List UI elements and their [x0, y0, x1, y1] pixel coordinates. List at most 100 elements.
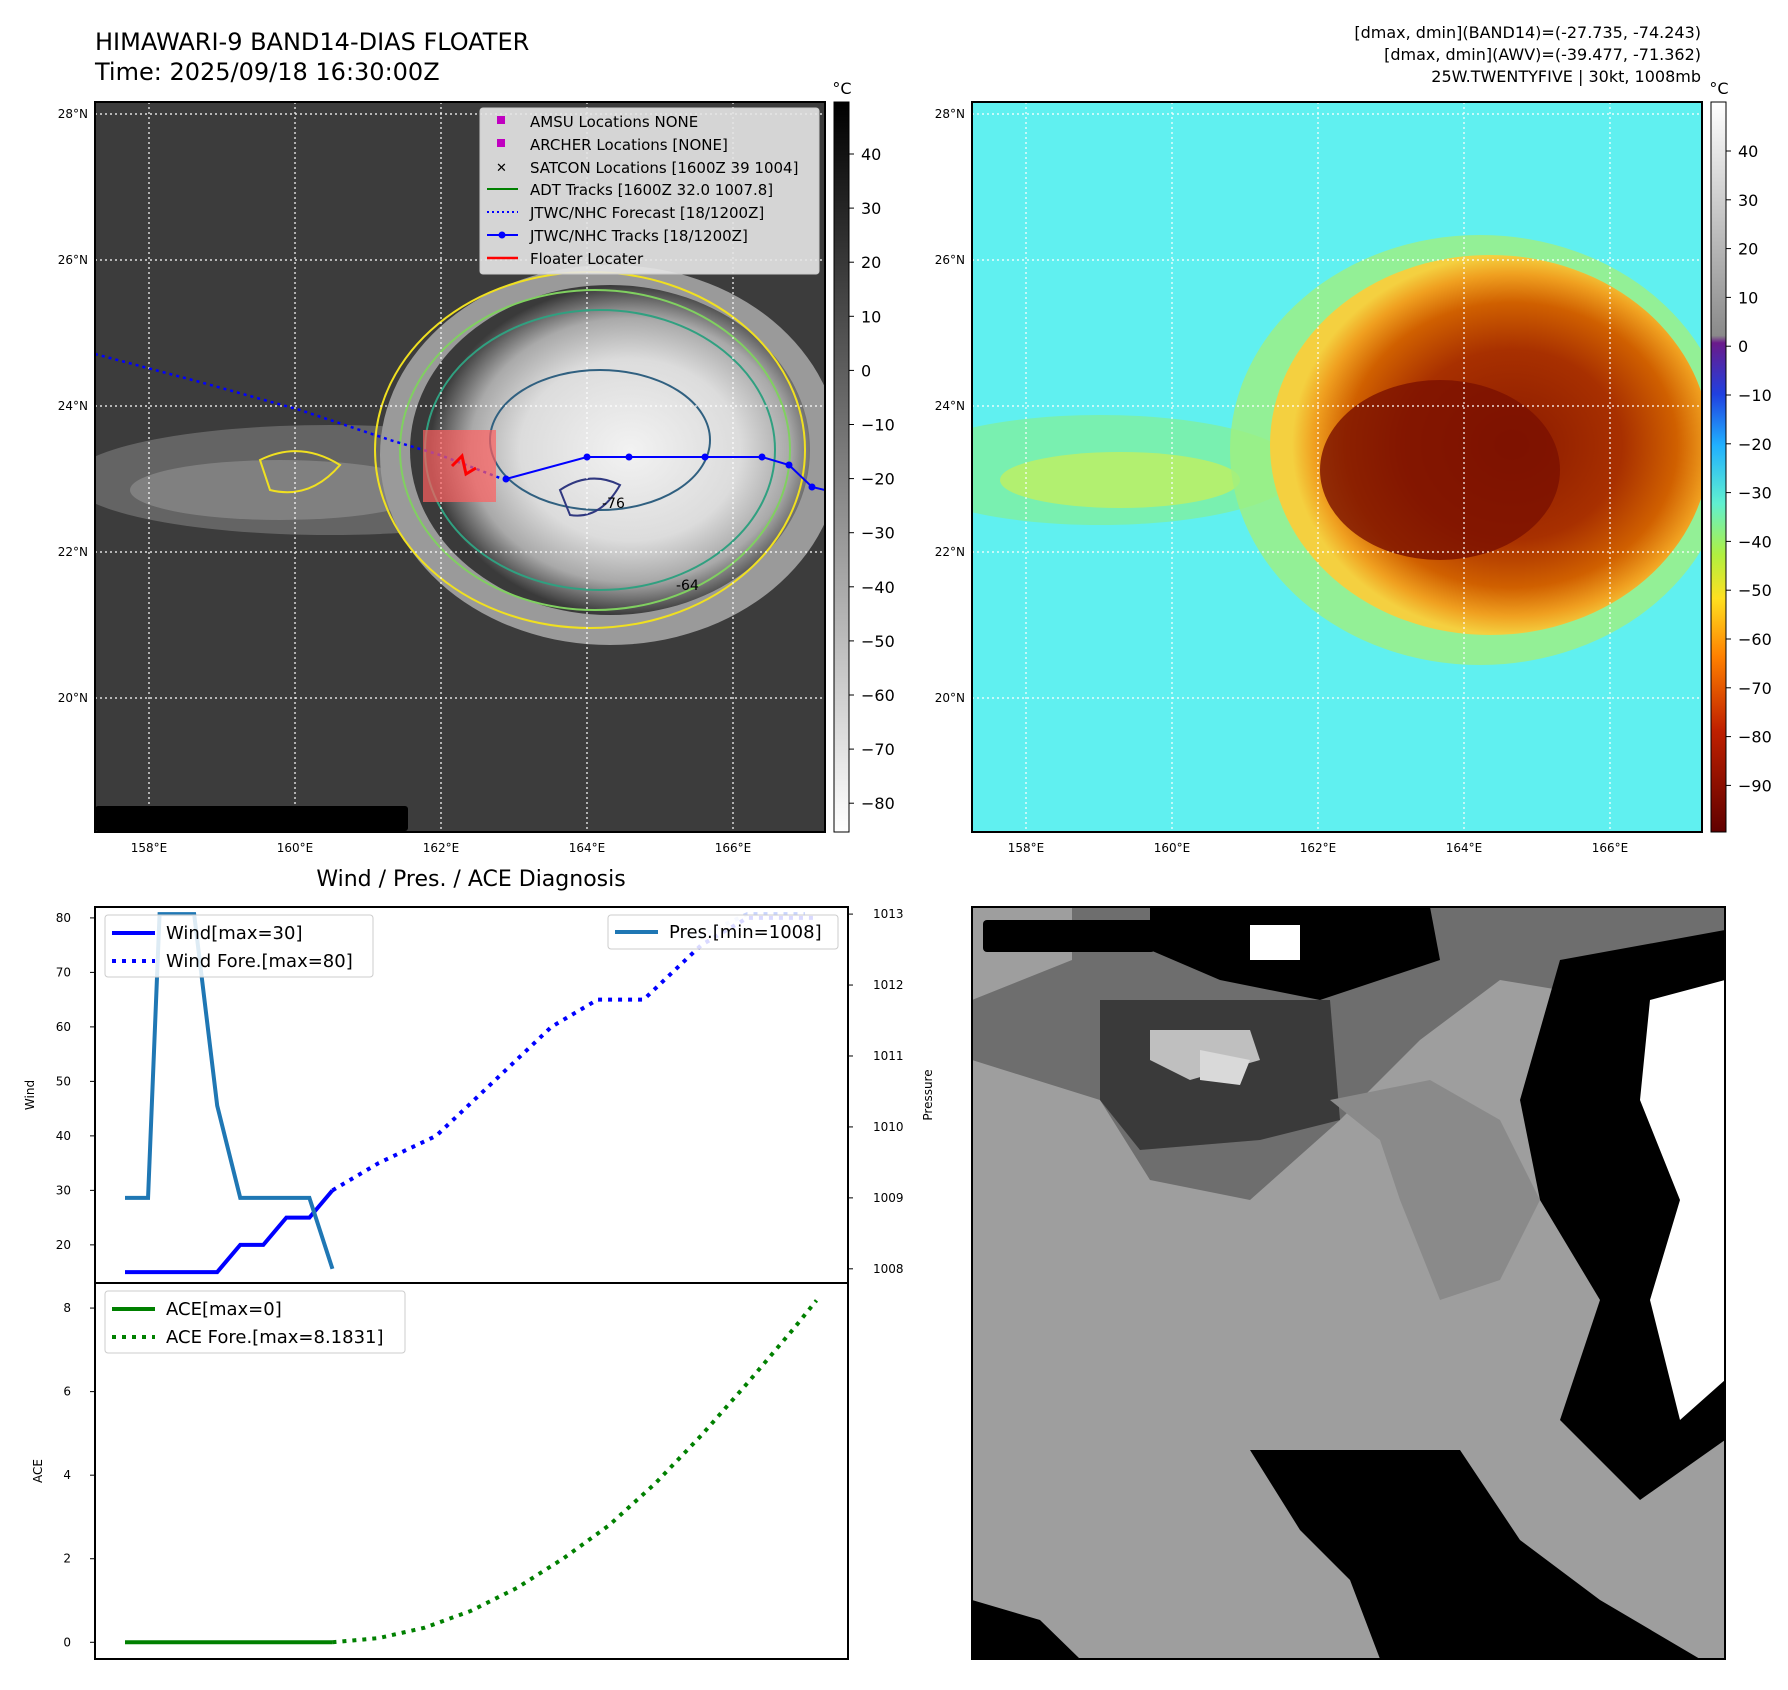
legend-floater-label: Floater Locater	[530, 250, 644, 268]
legend-wind-fore-label: Wind Fore.[max=80]	[166, 951, 353, 972]
lon-label: 158°E	[1008, 841, 1045, 855]
lat-label: 22°N	[935, 545, 965, 559]
colorbar-unit: °C	[832, 79, 851, 98]
lat-label: 20°N	[58, 691, 88, 705]
jtwc-best-track	[505, 456, 825, 491]
figure-time: Time: 2025/09/18 16:30:00Z	[94, 58, 440, 86]
colorbar-tick-label: −20	[1738, 435, 1772, 454]
lat-label: 26°N	[58, 253, 88, 267]
lon-label: 166°E	[715, 841, 752, 855]
ace-legend: ACE[max=0] ACE Fore.[max=8.1831]	[104, 1290, 406, 1354]
wind-tick-label: 30	[56, 1183, 71, 1197]
wmg-count-box	[983, 920, 1155, 952]
wind-tick-label: 60	[56, 1020, 71, 1034]
colorbar-tick-label: −70	[1738, 679, 1772, 698]
colorbar-tick-label: −70	[861, 740, 895, 759]
legend-pres-label: Pres.[min=1008]	[669, 922, 822, 943]
ace-tick-label: 6	[63, 1385, 71, 1399]
awv-colorbar: °C 40 30 20 10 0 −10 −20 −30 −40 −50 −60 −70 −80 −90	[1709, 79, 1772, 833]
lon-label: 164°E	[569, 841, 606, 855]
wind-tick-label: 20	[56, 1238, 71, 1252]
ace-chart: 0 2 4 6 8 ACE ACE[max=0] ACE Fore.[max=8.183…	[31, 1282, 849, 1660]
ace-tick-label: 2	[63, 1552, 71, 1566]
contour-west-yellow	[258, 450, 342, 494]
contour-label: -76	[602, 496, 625, 512]
ace-tick-label: 8	[63, 1301, 71, 1315]
colorbar-tick-label: −60	[1738, 630, 1772, 649]
lat-label: 20°N	[935, 691, 965, 705]
colorbar-tick-label: −30	[1738, 484, 1772, 503]
map-legend: AMSU Locations NONE ARCHER Locations [NO…	[479, 107, 820, 275]
legend-archer-label: ARCHER Locations [NONE]	[530, 136, 728, 154]
ir-map-panel: -76 -64 AMSU Locations NONE ARCHER Locat…	[58, 101, 826, 855]
awv-grid	[972, 102, 1702, 832]
pressure-tick-label: 1009	[873, 1191, 904, 1205]
legend-amsu-marker	[497, 116, 505, 124]
pressure-tick-label: 1011	[873, 1049, 904, 1063]
legend-adt-label: ADT Tracks [1600Z 32.0 1007.8]	[530, 181, 773, 199]
wind-tick-label: 40	[56, 1129, 71, 1143]
ir-cloud-band	[130, 460, 430, 520]
colorbar-tick-label: 0	[861, 361, 871, 380]
colorbar-tick-label: 40	[1738, 142, 1758, 161]
lat-label: 24°N	[935, 399, 965, 413]
colorbar-tick-label: −30	[861, 524, 895, 543]
lon-label: 158°E	[131, 841, 168, 855]
figure-title: HIMAWARI-9 BAND14-DIAS FLOATER	[95, 28, 529, 56]
info-band14-range: [dmax, dmin](BAND14)=(-27.735, -74.243)	[1354, 23, 1701, 42]
lon-label: 166°E	[1592, 841, 1629, 855]
lat-label: 28°N	[935, 107, 965, 121]
pressure-tick-label: 1013	[873, 907, 904, 921]
legend-satcon-marker: ✕	[496, 161, 507, 176]
ace-axis-label: ACE	[31, 1459, 45, 1483]
info-storm: 25W.TWENTYFIVE | 30kt, 1008mb	[1431, 67, 1701, 86]
pressure-tick-label: 1012	[873, 978, 904, 992]
colorbar-tick-label: −50	[861, 632, 895, 651]
copyright-text: Copyright © 2020-2025 Dapiya	[100, 810, 397, 830]
legend-ace-fore-label: ACE Fore.[max=8.1831]	[166, 1327, 384, 1348]
copyright-box	[95, 806, 408, 831]
ir-grid	[95, 102, 825, 832]
contour-navy	[558, 477, 622, 517]
awv-core	[1320, 380, 1560, 560]
legend-ace-label: ACE[max=0]	[166, 1299, 282, 1320]
colorbar-tick-label: −50	[1738, 581, 1772, 600]
contour-label: -64	[676, 578, 699, 594]
pressure-tick-label: 1008	[873, 1262, 904, 1276]
wind-tick-label: 80	[56, 911, 71, 925]
series-line-0	[125, 1189, 334, 1275]
wind-tick-label: 50	[56, 1074, 71, 1088]
diagnosis-title: Wind / Pres. / ACE Diagnosis	[316, 867, 625, 892]
lat-label: 28°N	[58, 107, 88, 121]
colorbar-tick-label: −60	[861, 686, 895, 705]
legend-tracks-label: JTWC/NHC Tracks [18/1200Z]	[529, 227, 748, 245]
lat-label: 22°N	[58, 545, 88, 559]
colorbar-tick-label: 20	[1738, 240, 1758, 259]
ace-tick-label: 4	[63, 1468, 71, 1482]
wind-legend: Wind[max=30] Wind Fore.[max=80]	[104, 914, 374, 978]
contour-light-green	[399, 289, 791, 611]
lon-label: 162°E	[1300, 841, 1337, 855]
wmg-panel: WMG Count: 0	[971, 906, 1726, 1660]
awv-moist-band	[1000, 452, 1240, 508]
storm-symbol	[450, 453, 477, 477]
info-awv-range: [dmax, dmin](AWV)=(-39.477, -71.362)	[1384, 45, 1701, 64]
colorbar-tick-label: −10	[861, 416, 895, 435]
colorbar-tick-label: 0	[1738, 337, 1748, 356]
colorbar-tick-label: −80	[861, 794, 895, 813]
ace-tick-label: 0	[63, 1635, 71, 1649]
lon-label: 160°E	[277, 841, 314, 855]
ir-storm-cloud	[410, 285, 810, 615]
colorbar-tick-label: 30	[1738, 191, 1758, 210]
colorbar-tick-label: −90	[1738, 776, 1772, 795]
legend-satcon-label: SATCON Locations [1600Z 39 1004]	[530, 159, 798, 177]
colorbar-tick-label: −10	[1738, 386, 1772, 405]
pressure-axis-label: Pressure	[921, 1069, 935, 1120]
colorbar-tick-label: 20	[861, 253, 881, 272]
colorbar-unit: °C	[1709, 79, 1728, 98]
colorbar-tick-label: 10	[1738, 288, 1758, 307]
colorbar-tick-label: −40	[1738, 532, 1772, 551]
lon-label: 162°E	[423, 841, 460, 855]
lon-label: 164°E	[1446, 841, 1483, 855]
